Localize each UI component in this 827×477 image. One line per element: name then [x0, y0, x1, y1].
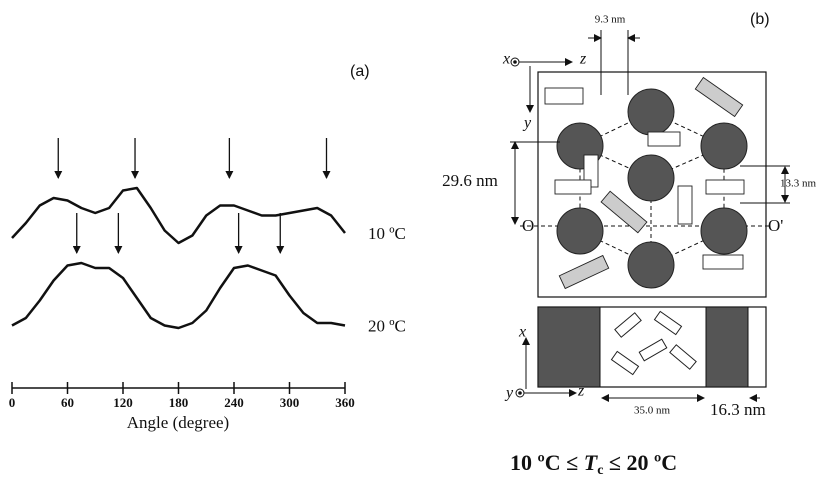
x-axis-label: Angle (degree) [127, 413, 229, 432]
rod [702, 254, 744, 270]
series-label: 10 ºC [368, 224, 406, 243]
axis-label: x [518, 324, 526, 341]
dim-label: 35.0 nm [634, 405, 671, 417]
dim-label: 29.6 nm [442, 171, 498, 190]
axis-label: x [502, 51, 510, 68]
side-rods [610, 310, 697, 376]
rod [558, 254, 610, 290]
axis-origin [513, 60, 517, 64]
origin-label: O [522, 216, 534, 235]
rod [669, 344, 697, 370]
x-tick-label: 300 [280, 395, 300, 410]
rod [653, 310, 683, 336]
rod [610, 350, 640, 376]
x-tick-label: 360 [335, 395, 355, 410]
dim-label: 16.3 nm [710, 400, 766, 419]
diagram-b: (b) [442, 11, 816, 477]
x-tick-label: 0 [9, 395, 16, 410]
caption-subscript: c [597, 463, 603, 477]
cylinder [627, 241, 675, 289]
rod [544, 87, 584, 105]
cylinder [556, 207, 604, 255]
layer [705, 306, 749, 388]
panel-label: (a) [350, 63, 370, 80]
rod [638, 338, 668, 362]
rod [600, 190, 648, 234]
panel-label: (b) [750, 11, 770, 28]
rod [647, 131, 681, 147]
origin-label: O' [768, 216, 783, 235]
caption: 10 ºC ≤ Tc ≤ 20 ºC [510, 450, 677, 477]
unit-cell [537, 71, 767, 298]
chart-a: (a) Angle (degree) 0 60 120 180 240 300 360 10 … [9, 63, 406, 432]
series-line [11, 186, 346, 245]
axis-origin [518, 391, 522, 395]
series-line [11, 261, 346, 330]
x-tick-label: 240 [224, 395, 244, 410]
layer [537, 306, 601, 388]
rod [705, 179, 745, 195]
rod [677, 185, 693, 225]
axis-label: y [522, 115, 532, 132]
x-tick-label: 60 [61, 395, 74, 410]
dim-label: 9.3 nm [595, 14, 626, 26]
cylinder [627, 154, 675, 202]
cylinders [556, 88, 748, 289]
caption-part: ≤ 20 ºC [603, 450, 677, 475]
axis-label: z [579, 51, 587, 68]
caption-symbol: T [584, 450, 599, 475]
caption-part: 10 ºC ≤ [510, 450, 584, 475]
x-tick-label: 180 [169, 395, 189, 410]
rod [614, 312, 642, 338]
x-tick-label: 120 [113, 395, 133, 410]
axis-label: z [577, 383, 585, 400]
cylinder [627, 88, 675, 136]
rods [544, 76, 745, 290]
series-label: 20 ºC [368, 316, 406, 335]
cylinder [700, 207, 748, 255]
cylinder [700, 122, 748, 170]
axis-label: y [504, 385, 514, 402]
rod [554, 179, 592, 195]
rod [694, 76, 744, 118]
dim-label: 13.3 nm [780, 178, 817, 190]
